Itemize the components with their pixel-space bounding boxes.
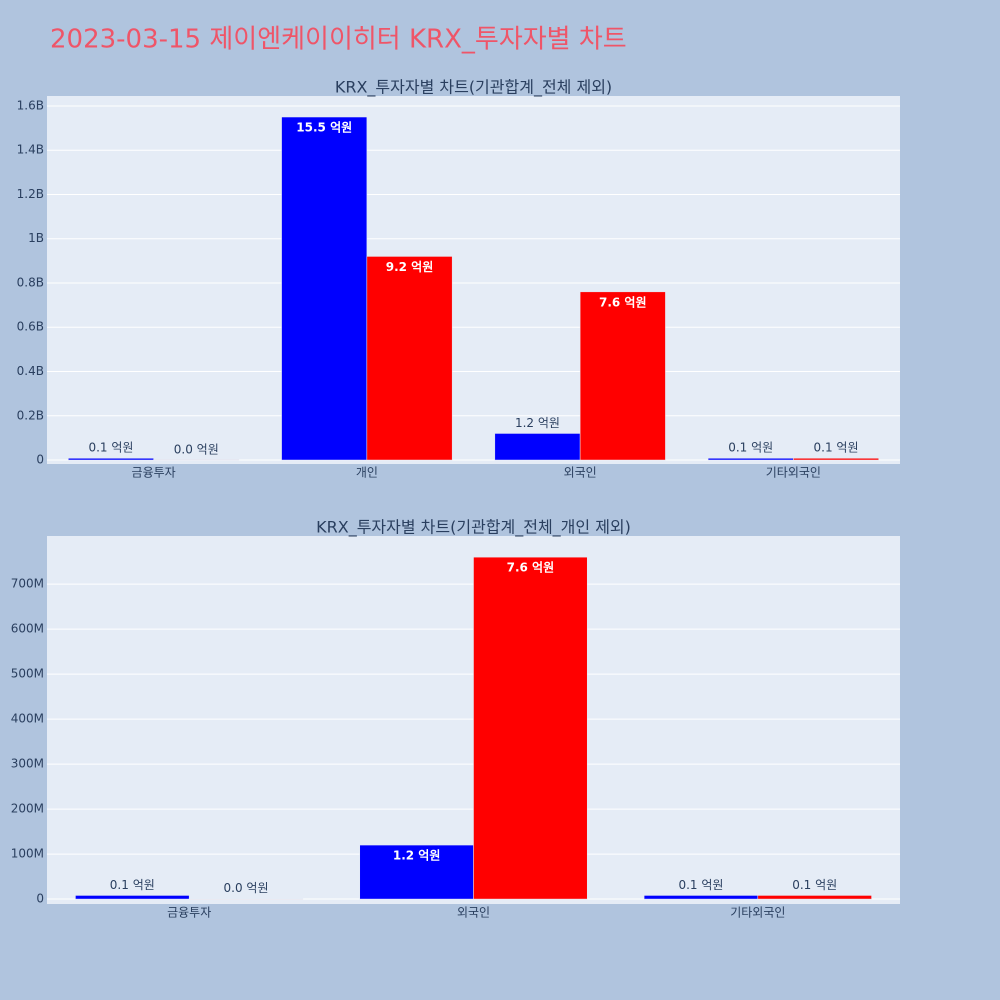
x-tick-label: 금융투자 (132, 466, 176, 480)
bar (707, 457, 794, 461)
data-label: 15.5 억원 (296, 121, 352, 135)
data-label: 0.0 억원 (174, 442, 219, 456)
x-tick-label: 기타외국인 (766, 466, 821, 480)
y-tick-label: 600M (11, 622, 44, 636)
plot-area (47, 96, 900, 464)
bar (366, 256, 453, 461)
data-label: 0.1 억원 (792, 878, 837, 892)
x-tick-label: 외국인 (457, 906, 490, 920)
y-tick-label: 100M (11, 847, 44, 861)
y-tick-label: 400M (11, 712, 44, 726)
y-tick-label: 500M (11, 667, 44, 681)
x-tick-label: 금융투자 (167, 906, 211, 920)
y-tick-label: 1.6B (17, 98, 44, 112)
y-tick-label: 700M (11, 577, 44, 591)
bar (359, 844, 474, 900)
data-label: 0.1 억원 (110, 878, 155, 892)
data-label: 1.2 억원 (393, 849, 441, 863)
bar (473, 556, 588, 900)
y-tick-label: 0.6B (17, 320, 44, 334)
bar (494, 433, 581, 461)
y-tick-label: 1B (28, 231, 44, 245)
bar (68, 457, 154, 461)
y-tick-label: 200M (11, 802, 44, 816)
bar (75, 895, 190, 900)
y-tick-label: 0 (36, 892, 44, 906)
data-label: 0.1 억원 (678, 878, 723, 892)
y-tick-label: 1.4B (17, 143, 44, 157)
y-tick-label: 0 (36, 453, 44, 467)
data-label: 0.1 억원 (814, 441, 859, 455)
x-tick-label: 외국인 (564, 466, 597, 480)
y-tick-label: 0.2B (17, 408, 44, 422)
chart-title: KRX_투자자별 차트(기관합계_전체_개인 제외) (316, 518, 631, 538)
bar (793, 457, 879, 461)
data-label: 0.1 억원 (728, 441, 773, 455)
chart-title: KRX_투자자별 차트(기관합계_전체 제외) (335, 78, 612, 98)
y-tick-label: 300M (11, 757, 44, 771)
page-title: 2023-03-15 제이엔케이이히터 KRX_투자자별 차트 (50, 25, 627, 55)
data-label: 0.1 억원 (88, 441, 133, 455)
x-tick-label: 기타외국인 (730, 906, 785, 920)
data-label: 0.0 억원 (224, 881, 269, 895)
data-label: 7.6 억원 (507, 561, 555, 575)
y-tick-label: 1.2B (17, 187, 44, 201)
x-tick-label: 개인 (356, 466, 378, 480)
data-label: 7.6 억원 (599, 295, 647, 309)
bar (281, 116, 368, 461)
bar (579, 291, 666, 461)
data-label: 1.2 억원 (515, 416, 560, 430)
y-tick-label: 0.4B (17, 364, 44, 378)
data-label: 9.2 억원 (386, 260, 434, 274)
bar (757, 895, 872, 900)
y-tick-label: 0.8B (17, 275, 44, 289)
bar (643, 895, 759, 900)
